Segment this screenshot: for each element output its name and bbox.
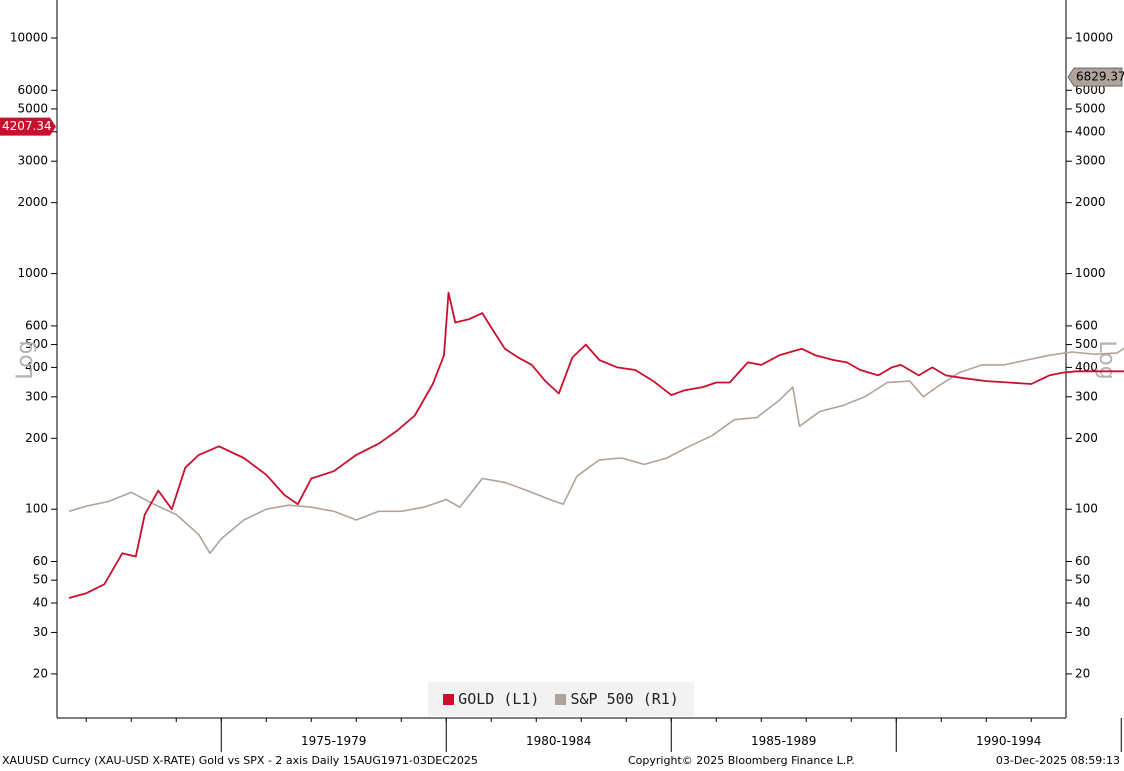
left-tick-label: 600 (25, 318, 48, 332)
legend-label-sp500: S&P 500 (R1) (570, 690, 679, 708)
left-tick-label: 30 (33, 625, 48, 639)
left-tick-label: 6000 (17, 83, 48, 97)
right-tick-label: 50 (1075, 573, 1090, 587)
series-line-sp500 (68, 347, 1124, 555)
left-tick-label: 5000 (17, 101, 48, 115)
x-tick-label: 1990-1994 (976, 734, 1041, 748)
left-tick-label: 60 (33, 554, 48, 568)
left-tick-label: 300 (25, 389, 48, 403)
right-tick-label: 4000 (1075, 124, 1106, 138)
left-tick-label: 500 (25, 337, 48, 351)
legend-item-gold: GOLD (L1) (443, 690, 539, 708)
x-tick-label: 1975-1979 (301, 734, 366, 748)
right-tick-label: 30 (1075, 625, 1090, 639)
right-tick-label: 60 (1075, 554, 1090, 568)
series-line-gold (68, 291, 1124, 599)
left-tick-label: 2000 (17, 195, 48, 209)
x-axis-ticks: 1975-19791980-19841985-19891990-19941995… (85, 718, 1122, 752)
sp500-last-value-flag (1067, 67, 1123, 87)
footer-copyright: Copyright© 2025 Bloomberg Finance L.P. (628, 754, 855, 767)
right-tick-label: 5000 (1075, 101, 1106, 115)
right-tick-label: 200 (1075, 431, 1098, 445)
x-tick-label: 1980-1984 (526, 734, 591, 748)
sp500-last-value: 6829.37 (1076, 70, 1124, 84)
right-tick-label: 300 (1075, 389, 1098, 403)
gold-last-value-flag (0, 117, 56, 136)
left-tick-label: 400 (25, 360, 48, 374)
right-tick-label: 2000 (1075, 195, 1106, 209)
footer-description: XAUUSD Curncy (XAU-USD X-RATE) Gold vs S… (2, 754, 478, 767)
left-tick-label: 3000 (17, 154, 48, 168)
left-axis-label: Log (13, 340, 38, 379)
left-tick-label: 50 (33, 573, 48, 587)
gold-last-value-marker: 4207.34 (0, 117, 56, 136)
right-tick-label: 10000 (1075, 31, 1113, 45)
gold-last-value: 4207.34 (2, 119, 52, 133)
right-tick-label: 600 (1075, 318, 1098, 332)
plot-frame (56, 0, 1067, 719)
right-tick-label: 1000 (1075, 266, 1106, 280)
right-tick-label: 3000 (1075, 154, 1106, 168)
right-axis-ticks: 20 30 40 50 60 100 200 300 400 500 600 1000 2000 3000… (1066, 31, 1113, 680)
legend-swatch-gold (443, 693, 455, 705)
legend-item-sp500: S&P 500 (R1) (555, 690, 679, 708)
left-tick-label: 40 (33, 595, 48, 609)
right-tick-label: 40 (1075, 595, 1090, 609)
right-tick-label: 100 (1075, 502, 1098, 516)
left-tick-label: 200 (25, 431, 48, 445)
left-axis-ticks: 20 30 40 50 60 100 200 300 400 500 600 1000 2000 3000… (10, 31, 57, 680)
x-tick-label: 1985-1989 (751, 734, 816, 748)
sp500-last-value-marker: 6829.37 (1067, 67, 1124, 87)
right-tick-label: 400 (1075, 360, 1098, 374)
footer-timestamp: 03-Dec-2025 08:59:13 (995, 754, 1120, 767)
left-tick-label: 100 (25, 502, 48, 516)
right-tick-label: 20 (1075, 666, 1090, 680)
legend-swatch-sp500 (555, 693, 567, 705)
left-tick-label: 20 (33, 666, 48, 680)
legend-label-gold: GOLD (L1) (458, 690, 540, 708)
left-tick-label: 10000 (10, 31, 48, 45)
right-axis-label: Log (1094, 340, 1119, 379)
left-tick-label: 1000 (17, 266, 48, 280)
chart-legend: GOLD (L1) S&P 500 (R1) (428, 682, 694, 716)
right-tick-label: 500 (1075, 337, 1098, 351)
